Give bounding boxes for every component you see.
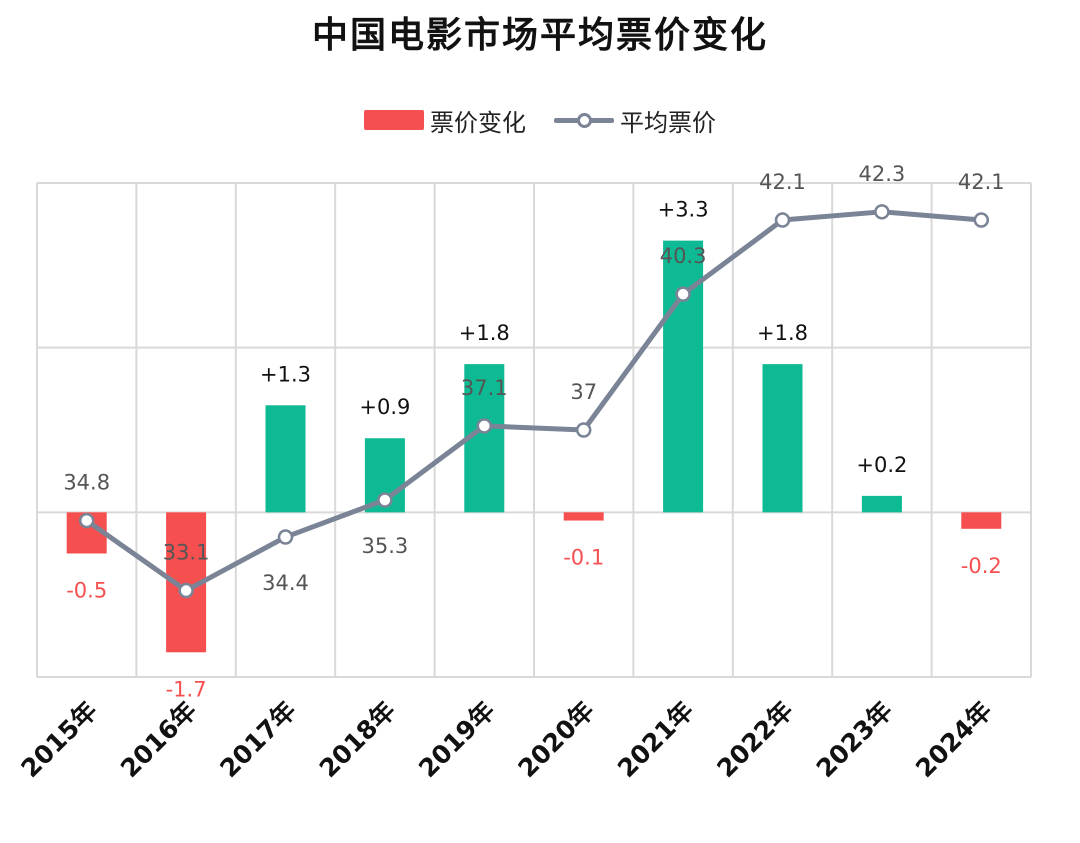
bar-label-2021年: +3.3 bbox=[658, 198, 709, 222]
bar-label-2022年: +1.8 bbox=[757, 321, 808, 345]
line-label-2023年: 42.3 bbox=[859, 162, 906, 186]
line-point-2020年 bbox=[575, 422, 592, 438]
line-point-2015年 bbox=[78, 512, 95, 529]
x-tick-label-2015年: 2015年 bbox=[16, 696, 103, 783]
legend-line-label: 平均票价 bbox=[620, 108, 716, 137]
line-point-2022年 bbox=[774, 212, 791, 228]
bar-2023年 bbox=[861, 495, 902, 513]
chart-title: 中国电影市场平均票价变化 bbox=[311, 15, 768, 56]
bar-2022年 bbox=[762, 364, 803, 513]
x-tick-label-2024年: 2024年 bbox=[910, 696, 997, 783]
bar-2020年 bbox=[563, 512, 604, 521]
line-label-2020年: 37 bbox=[570, 380, 597, 404]
legend-bar-swatch bbox=[364, 110, 424, 130]
bar-label-2018年: +0.9 bbox=[359, 395, 410, 419]
line-point-2016年 bbox=[178, 582, 194, 599]
x-tick-label-2020年: 2020年 bbox=[513, 696, 600, 783]
bar-label-2016年: -1.7 bbox=[166, 677, 207, 701]
bar-2017年 bbox=[265, 405, 306, 513]
bar-2024年 bbox=[961, 512, 1002, 529]
legend-line-swatch bbox=[554, 110, 614, 130]
legend-bar-label: 票价变化 bbox=[430, 108, 526, 137]
legend-item-bar[interactable]: 票价变化 bbox=[364, 103, 526, 138]
x-tick-label-2023年: 2023年 bbox=[811, 696, 898, 783]
line-series-average-price bbox=[84, 209, 984, 594]
line-point-2024年 bbox=[973, 212, 990, 228]
line-label-2021年: 40.3 bbox=[660, 244, 707, 268]
bar-label-2019年: +1.8 bbox=[459, 321, 510, 345]
line-point-2018年 bbox=[377, 492, 393, 508]
line-label-2017年: 34.4 bbox=[262, 571, 309, 595]
chart-legend: 票价变化 平均票价 bbox=[0, 100, 1080, 140]
bar-label-2015年: -0.5 bbox=[66, 579, 107, 603]
line-point-2017年 bbox=[277, 529, 294, 545]
x-tick-label-2018年: 2018年 bbox=[314, 696, 401, 783]
line-label-2019年: 37.1 bbox=[461, 376, 508, 400]
bar-label-2024年: -0.2 bbox=[961, 554, 1002, 578]
line-label-2015年: 34.8 bbox=[63, 471, 110, 495]
line-point-2019年 bbox=[476, 418, 493, 434]
x-tick-label-2016年: 2016年 bbox=[115, 696, 202, 783]
x-tick-label-2021年: 2021年 bbox=[612, 696, 699, 783]
bar-label-2023年: +0.2 bbox=[856, 453, 907, 477]
x-tick-label-2019年: 2019年 bbox=[413, 696, 500, 783]
line-point-2023年 bbox=[874, 204, 890, 220]
legend-item-line[interactable]: 平均票价 bbox=[554, 103, 716, 138]
line-label-2016年: 33.1 bbox=[163, 541, 210, 565]
bar-label-2017年: +1.3 bbox=[260, 362, 311, 386]
line-label-2024年: 42.1 bbox=[958, 170, 1005, 194]
x-tick-label-2022年: 2022年 bbox=[711, 696, 798, 783]
line-label-2022年: 42.1 bbox=[759, 170, 806, 194]
line-point-2021年 bbox=[675, 286, 691, 302]
line-label-2018年: 35.3 bbox=[362, 534, 409, 558]
bar-label-2020年: -0.1 bbox=[563, 546, 604, 570]
x-tick-label-2017年: 2017年 bbox=[214, 696, 301, 783]
